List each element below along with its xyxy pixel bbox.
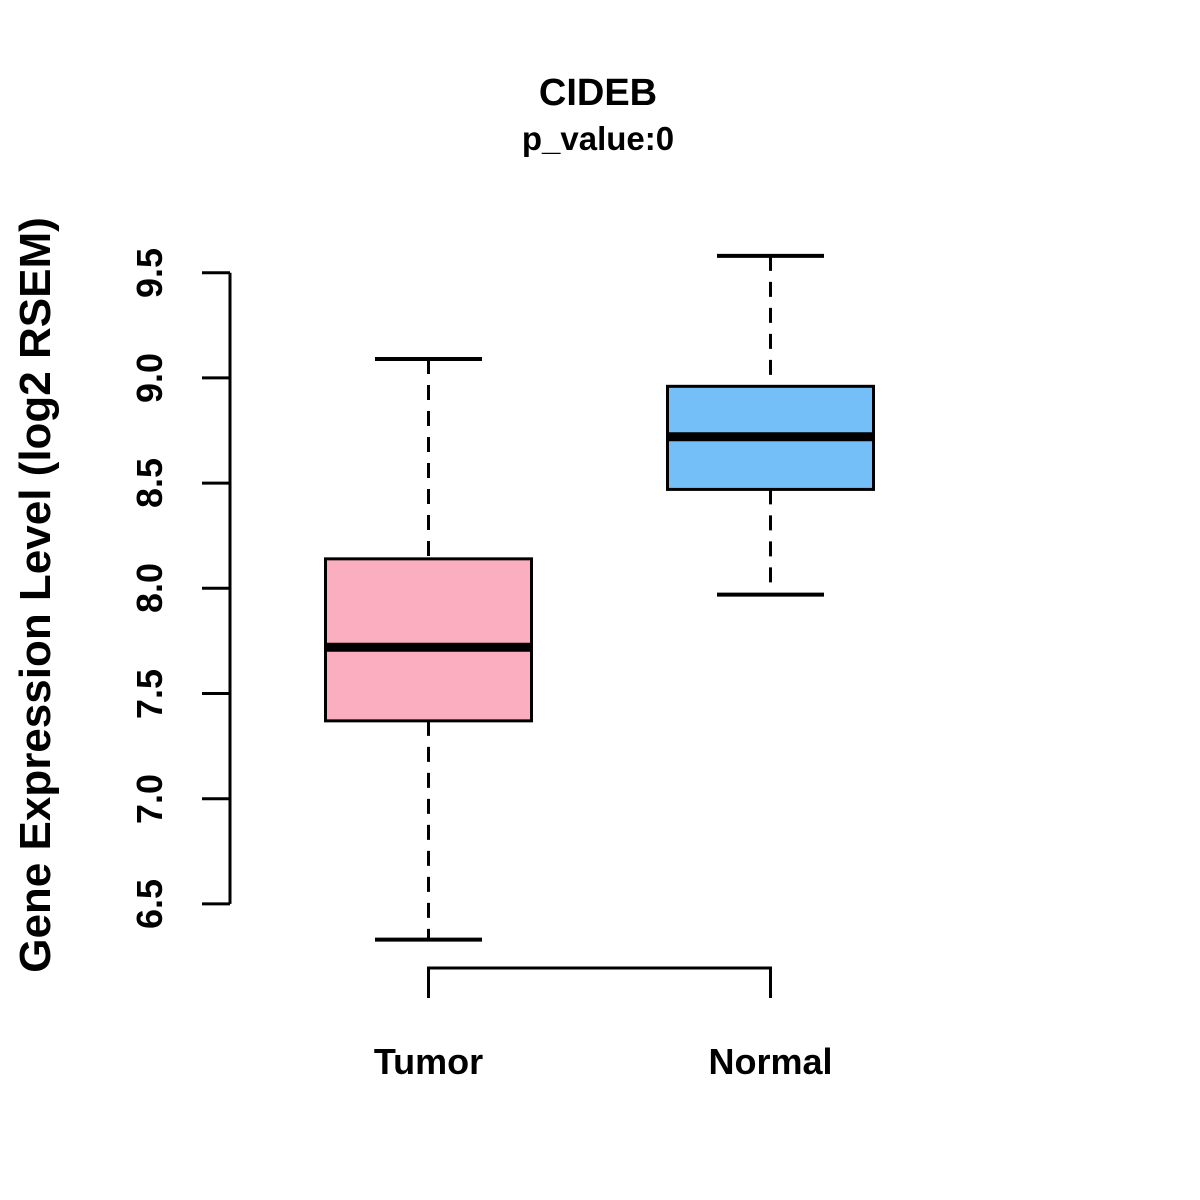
y-axis-tick-label: 8.5 bbox=[129, 458, 170, 509]
y-axis-tick-label: 7.5 bbox=[129, 668, 170, 719]
y-axis-tick-label: 8.0 bbox=[129, 563, 170, 614]
y-axis-tick-label: 9.0 bbox=[129, 352, 170, 403]
chart-subtitle: p_value:0 bbox=[521, 120, 675, 157]
significance-bracket bbox=[427, 966, 772, 998]
x-category-label-tumor: Tumor bbox=[373, 1041, 484, 1082]
x-category-label-normal: Normal bbox=[708, 1041, 833, 1082]
y-axis-tick-label: 9.5 bbox=[129, 247, 170, 298]
chart-title: CIDEB bbox=[538, 72, 658, 114]
y-axis-tick-label: 6.5 bbox=[129, 878, 170, 929]
tumor-box bbox=[324, 557, 533, 723]
y-axis-tick-label: 7.0 bbox=[129, 773, 170, 824]
